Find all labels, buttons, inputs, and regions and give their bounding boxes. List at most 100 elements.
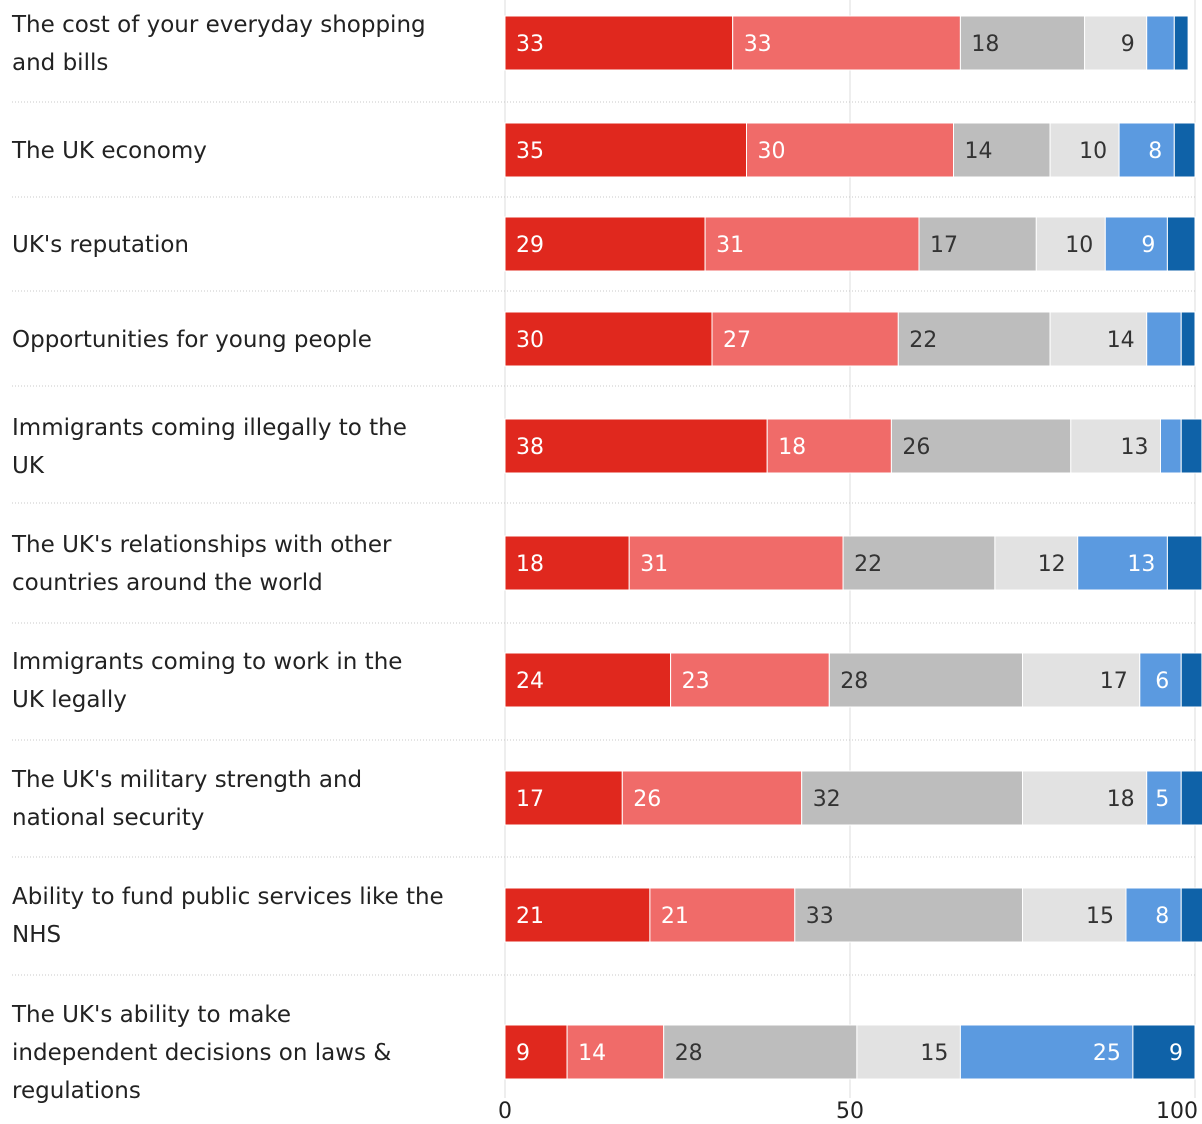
bar-segment — [1180, 418, 1202, 474]
bar-row: The UK economy 35 30 14 10 8 — [11, 122, 1196, 178]
bar-segment — [504, 15, 734, 71]
data-label: 33 — [806, 904, 834, 929]
bar-segment — [504, 652, 672, 708]
data-label: 28 — [840, 669, 868, 694]
category-label: Ability to fund public services like the… — [12, 884, 444, 948]
category-label-line: regulations — [12, 1078, 141, 1104]
bar-segment — [1180, 311, 1196, 367]
bar-segment — [953, 122, 1051, 178]
bar-segment — [1146, 770, 1182, 826]
bar-row: Opportunities for young people 30 27 22 14 — [12, 311, 1196, 367]
bar-segment — [504, 216, 706, 272]
bar-segment — [1180, 770, 1202, 826]
bar-segment — [504, 122, 747, 178]
data-label: 5 — [1155, 787, 1169, 812]
bar-segment — [1132, 1024, 1196, 1080]
bar-segment — [1118, 122, 1175, 178]
data-label: 14 — [1107, 328, 1135, 353]
x-tick-label: 50 — [836, 1099, 864, 1124]
row-separators — [12, 101, 1195, 976]
bar-segment — [1070, 418, 1162, 474]
data-label: 33 — [744, 32, 772, 57]
bar-segment — [1049, 122, 1120, 178]
x-tick-label: 0 — [498, 1099, 512, 1124]
bar-segment — [1146, 15, 1175, 71]
bar-segment — [1022, 770, 1148, 826]
bar-row: Immigrants coming illegally to the UK 38 18… — [12, 415, 1202, 479]
category-label: Immigrants coming to work in the UK legal… — [12, 649, 402, 713]
data-label: 14 — [965, 139, 993, 164]
bar-row: Ability to fund public services like the… — [12, 884, 1202, 948]
x-tick-label: 100 — [1156, 1099, 1198, 1124]
category-label: The UK's relationships with other countri… — [11, 532, 392, 596]
bar-segment — [1022, 887, 1127, 943]
bar-segment — [842, 535, 996, 591]
bar-row: The cost of your everyday shopping and bi… — [11, 12, 1189, 76]
data-label: 26 — [902, 435, 930, 460]
data-label: 30 — [516, 328, 544, 353]
data-label: 10 — [1079, 139, 1107, 164]
data-label: 28 — [675, 1041, 703, 1066]
data-label: 31 — [640, 552, 668, 577]
data-label: 17 — [516, 787, 544, 812]
data-label: 18 — [778, 435, 806, 460]
category-label: Immigrants coming illegally to the UK — [12, 415, 407, 479]
category-label-line: NHS — [12, 922, 61, 948]
data-label: 22 — [909, 328, 937, 353]
data-label: 25 — [1093, 1041, 1121, 1066]
bar-segment — [1146, 311, 1182, 367]
data-label: 26 — [633, 787, 661, 812]
bar-segment — [504, 887, 651, 943]
category-label: Opportunities for young people — [12, 327, 372, 353]
data-label: 8 — [1155, 904, 1169, 929]
data-label: 33 — [516, 32, 544, 57]
bar-segment — [1180, 652, 1202, 708]
bar-segment — [1166, 216, 1196, 272]
bar-segment — [1125, 887, 1182, 943]
bar-segment — [711, 311, 899, 367]
data-label: 9 — [1169, 1041, 1183, 1066]
bar-segment — [897, 311, 1051, 367]
data-label: 10 — [1065, 233, 1093, 258]
data-label: 9 — [1121, 32, 1135, 57]
bar-row: The UK's military strength and national s… — [11, 767, 1202, 831]
data-label: 8 — [1148, 139, 1162, 164]
category-label: The cost of your everyday shopping and bi… — [11, 12, 426, 76]
data-label: 9 — [516, 1041, 530, 1066]
bar-segment — [746, 122, 954, 178]
category-label-line: UK — [12, 453, 45, 479]
category-label-line: and bills — [12, 50, 108, 76]
bar-segment — [621, 770, 803, 826]
bar-segment — [1160, 418, 1182, 474]
bar-segment — [1139, 652, 1182, 708]
data-label: 13 — [1127, 552, 1155, 577]
data-label: 9 — [1141, 233, 1155, 258]
data-label: 31 — [716, 233, 744, 258]
bar-segment — [918, 216, 1037, 272]
category-label-line: independent decisions on laws & — [12, 1040, 391, 1066]
category-label-line: The UK's military strength and — [11, 767, 362, 793]
data-label: 21 — [661, 904, 689, 929]
bar-segment — [890, 418, 1072, 474]
bar-segment — [504, 311, 713, 367]
bar-segment — [1173, 122, 1196, 178]
category-label-line: The UK economy — [11, 138, 207, 164]
bar-segment — [1173, 15, 1189, 71]
data-label: 14 — [578, 1041, 606, 1066]
data-label: 18 — [516, 552, 544, 577]
category-label-line: The UK's relationships with other — [11, 532, 392, 558]
data-label: 24 — [516, 669, 544, 694]
data-label: 15 — [1086, 904, 1114, 929]
bar-segment — [1104, 216, 1168, 272]
category-label-line: Immigrants coming illegally to the — [12, 415, 407, 441]
bar-row: The UK's relationships with other countri… — [11, 532, 1202, 596]
bar-segment — [794, 887, 1023, 943]
bar-row: UK's reputation 29 31 17 10 9 — [12, 216, 1196, 272]
bar-segment — [801, 770, 1024, 826]
bar-segment — [1022, 652, 1141, 708]
category-label-line: countries around the world — [12, 570, 323, 596]
bar-segment — [649, 887, 796, 943]
category-label: The UK economy — [11, 138, 207, 164]
bar-segment — [1166, 535, 1202, 591]
